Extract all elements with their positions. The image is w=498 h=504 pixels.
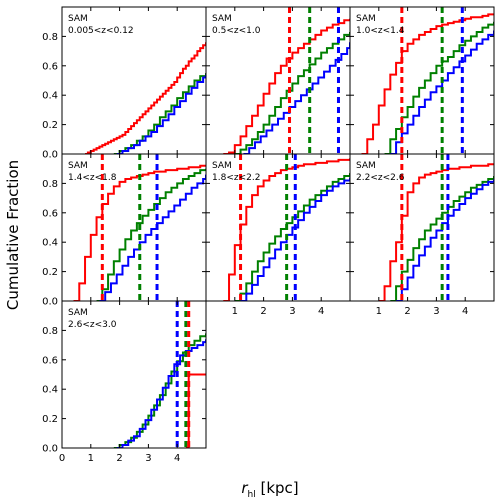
panel-sam-label: SAM <box>68 14 88 24</box>
series-blue-step-line <box>396 178 494 301</box>
panel-data <box>85 42 206 154</box>
series-green-step-line <box>96 168 206 301</box>
y-tick-label: 0.2 <box>42 267 58 278</box>
panel-redshift-label: 0.5<z<1.0 <box>212 26 261 36</box>
series-red-step-line <box>223 158 350 301</box>
series-blue-step-line <box>243 42 350 154</box>
panel-redshift-label: 2.6<z<3.0 <box>68 320 117 330</box>
x-tick-label: 3 <box>433 306 439 317</box>
y-tick-label: 0.2 <box>42 120 58 131</box>
series-blue-step-line <box>116 74 206 154</box>
y-tick-label: 0.0 <box>42 444 58 455</box>
y-tick-label: 0.0 <box>42 297 58 308</box>
panel-data <box>361 7 494 154</box>
y-tick-label: 0.8 <box>42 179 58 190</box>
y-tick-label: 0.8 <box>42 326 58 337</box>
y-tick-label: 0.6 <box>42 61 58 72</box>
panel-redshift-label: 1.4<z<1.8 <box>68 173 117 183</box>
series-green-step-line <box>390 176 494 301</box>
y-tick-label: 0.6 <box>42 355 58 366</box>
panel-redshift-label: 0.005<z<0.12 <box>68 26 134 36</box>
y-tick-label: 0.6 <box>42 208 58 219</box>
y-tick-label: 0.4 <box>42 91 58 102</box>
panel-4: SAM 1.4<z<1.8 0.0 0.2 0.4 0.6 0.8 <box>42 153 207 308</box>
series-blue-step-line <box>99 174 206 301</box>
y-tick-label: 0.4 <box>42 385 58 396</box>
tick-marks <box>205 7 350 155</box>
y-axis-label: Cumulative Fraction <box>4 160 22 310</box>
y-tick-label: 0.4 <box>42 238 58 249</box>
series-green-step-line <box>234 173 350 301</box>
y-tick-label: 0.2 <box>42 414 58 425</box>
series-blue-step-line <box>116 339 206 448</box>
x-tick-label: 4 <box>318 306 324 317</box>
panel-sam-label: SAM <box>68 308 88 318</box>
panel-data <box>223 7 350 154</box>
y-tick-label: 0.8 <box>42 32 58 43</box>
panel-data <box>113 301 206 448</box>
series-green-step-line <box>234 31 350 154</box>
x-tick-label: 2 <box>404 306 410 317</box>
tick-marks <box>349 154 494 302</box>
panel-redshift-label: 1.8<z<2.2 <box>212 173 260 183</box>
panel-sam-label: SAM <box>356 161 376 171</box>
panel-sam-label: SAM <box>212 14 232 24</box>
series-blue-step-line <box>240 177 350 301</box>
panel-data <box>223 154 350 301</box>
panel-data <box>73 154 206 301</box>
x-axis-label-unit: [kpc] <box>256 479 299 497</box>
series-red-step-line <box>378 163 494 301</box>
panel-sam-label: SAM <box>68 161 88 171</box>
panel-redshift-label: 2.2<z<2.6 <box>356 173 405 183</box>
y-tick-label: 0.0 <box>42 150 58 161</box>
x-axis-label-subscript: hl <box>248 490 256 500</box>
series-green-step-line <box>113 73 206 154</box>
series-red-step-line <box>85 42 206 154</box>
x-axis-label: rhl [kpc] <box>241 479 298 500</box>
panel-7: SAM 2.6<z<3.0 0.0 0.2 0.4 0.6 0.8 0 1 2 3 4 <box>42 300 207 464</box>
panel-sam-label: SAM <box>356 14 376 24</box>
tick-marks <box>61 154 206 302</box>
x-tick-label: 2 <box>260 306 266 317</box>
x-tick-label: 1 <box>376 306 382 317</box>
series-red-step-line <box>73 164 206 301</box>
panel-redshift-label: 1.0<z<1.4 <box>356 26 405 36</box>
x-tick-label: 3 <box>145 453 151 464</box>
series-red-step-line <box>223 18 350 154</box>
x-tick-label: 0 <box>59 453 65 464</box>
x-tick-label: 2 <box>116 453 122 464</box>
panel-frame <box>61 300 207 449</box>
x-tick-label: 1 <box>88 453 94 464</box>
panel-sam-label: SAM <box>212 161 232 171</box>
x-tick-label: 3 <box>289 306 295 317</box>
x-tick-label: 1 <box>232 306 238 317</box>
tick-marks <box>349 7 494 155</box>
panel-1: SAM 0.005<z<0.12 0.0 0.2 0.4 0.6 0.8 <box>42 6 207 161</box>
panel-3: SAM 1.0<z<1.4 <box>349 6 495 155</box>
x-tick-label: 4 <box>174 453 180 464</box>
x-tick-label: 4 <box>462 306 468 317</box>
panel-2: SAM 0.5<z<1.0 <box>205 6 351 155</box>
series-red-step-line <box>361 13 494 154</box>
panel-5: SAM 1.8<z<2.2 1 2 3 4 <box>205 153 351 317</box>
panel-6: SAM 2.2<z<2.6 1 2 3 4 <box>349 153 495 317</box>
panel-data <box>378 154 494 301</box>
series-green-step-line <box>384 21 494 154</box>
x-axis-label-symbol: r <box>241 479 248 497</box>
tick-marks <box>61 301 206 449</box>
panel-frame <box>349 153 495 302</box>
tick-marks <box>205 154 350 302</box>
